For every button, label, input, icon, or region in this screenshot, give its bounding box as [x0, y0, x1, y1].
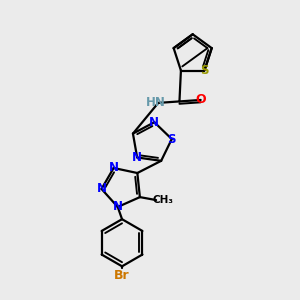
Text: Br: Br [114, 269, 130, 282]
Text: O: O [195, 93, 206, 106]
Text: N: N [113, 200, 123, 214]
Text: N: N [132, 151, 142, 164]
Text: N: N [149, 116, 159, 129]
Text: S: S [167, 133, 176, 146]
Text: HN: HN [146, 96, 166, 109]
Text: S: S [200, 64, 209, 77]
Text: CH₃: CH₃ [152, 195, 173, 205]
Text: N: N [97, 182, 106, 196]
Text: N: N [109, 161, 118, 175]
